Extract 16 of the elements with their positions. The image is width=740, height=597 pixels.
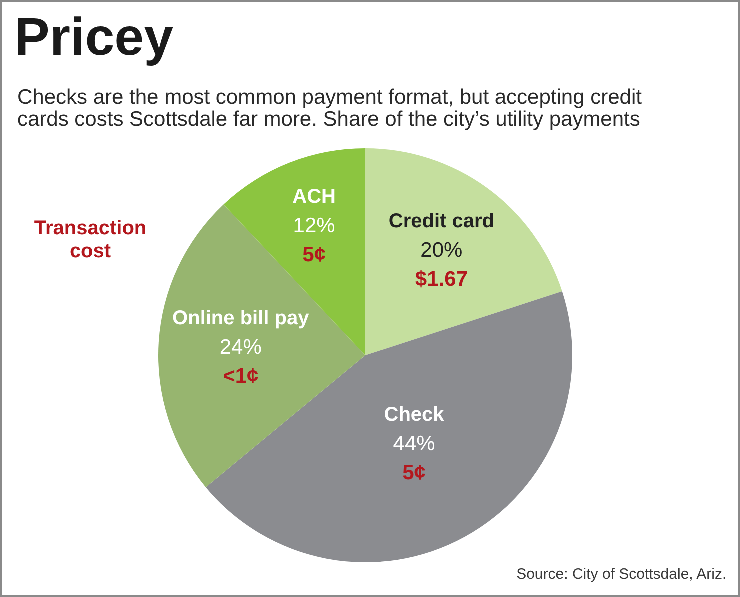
- text: 5¢: [402, 462, 426, 485]
- text: <1¢: [223, 365, 259, 388]
- text: 5¢: [302, 244, 326, 267]
- text: $1.67: [415, 268, 468, 292]
- data-label: 44%: [393, 432, 436, 456]
- data-label: 20%: [420, 239, 463, 262]
- data-label: 24%: [220, 336, 262, 360]
- source-note: Source: City of Scottsdale, Ariz.: [516, 566, 727, 583]
- text: Transaction cost: [34, 218, 147, 262]
- slice-label: Check: [384, 404, 446, 426]
- chart-subtitle: Checks are the most common payment format, but accepting credit cards costs Scottsdale far more. Share of the city’s utility payments: [18, 86, 642, 131]
- chart-title: Pricey: [14, 8, 174, 67]
- slice-label: Online bill pay: [172, 308, 310, 330]
- slice-label: Credit card: [388, 210, 494, 233]
- slice-label: ACH: [292, 186, 336, 208]
- data-label: 12%: [293, 214, 336, 238]
